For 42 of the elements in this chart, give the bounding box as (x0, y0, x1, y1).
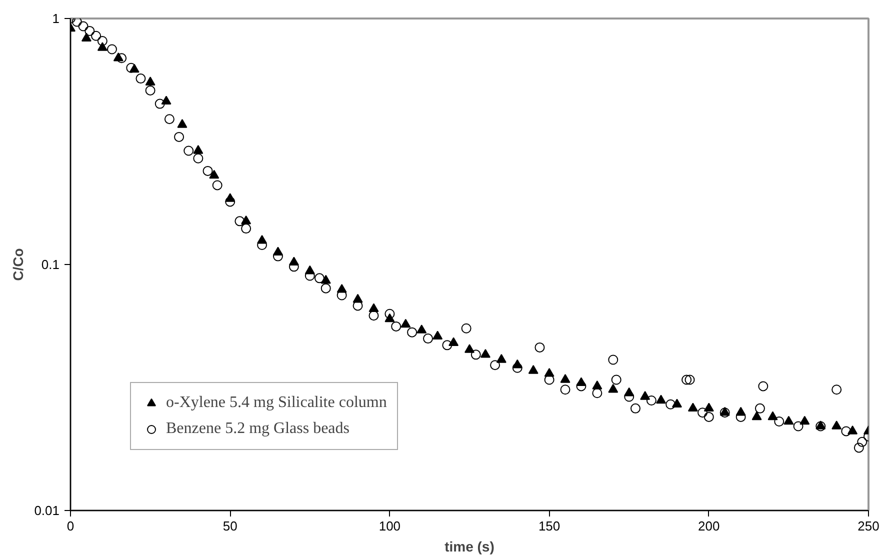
point (81, 32, 92, 42)
point (97, 42, 108, 51)
y-tick-label: 1 (52, 11, 60, 26)
y-tick-label: 0.01 (34, 503, 60, 518)
point (704, 402, 714, 412)
x-tick-label: 150 (538, 518, 560, 534)
point (400, 318, 411, 328)
point (193, 145, 204, 154)
legend-label: Benzene 5.2 mg Glass beads (166, 420, 350, 438)
point (800, 416, 810, 425)
point (608, 384, 618, 393)
point (209, 170, 220, 179)
point (496, 354, 506, 363)
point (752, 411, 762, 420)
x-tick-label: 50 (222, 518, 238, 534)
x-axis-title: time (s) (444, 538, 494, 554)
x-tick-label: 0 (66, 518, 74, 534)
point (592, 380, 602, 390)
point (416, 324, 427, 334)
point (368, 303, 379, 312)
point (848, 426, 858, 434)
point (480, 348, 490, 358)
y-tick-label: 0.1 (41, 257, 60, 272)
point (528, 365, 538, 374)
point (464, 344, 474, 353)
point (432, 330, 443, 340)
point (656, 394, 666, 404)
point (768, 411, 778, 420)
point (145, 76, 156, 86)
y-axis-title: C/Co (10, 248, 26, 281)
point (161, 96, 172, 105)
point (640, 391, 650, 400)
point (177, 119, 188, 128)
point (832, 420, 842, 430)
point (784, 416, 794, 425)
legend-label: o-Xylene 5.4 mg Silicalite column (166, 394, 387, 412)
point (560, 374, 570, 383)
x-tick-label: 200 (698, 518, 720, 534)
x-tick-label: 250 (858, 518, 880, 534)
point (448, 337, 459, 346)
x-tick-label: 100 (378, 518, 401, 534)
point (688, 402, 698, 412)
